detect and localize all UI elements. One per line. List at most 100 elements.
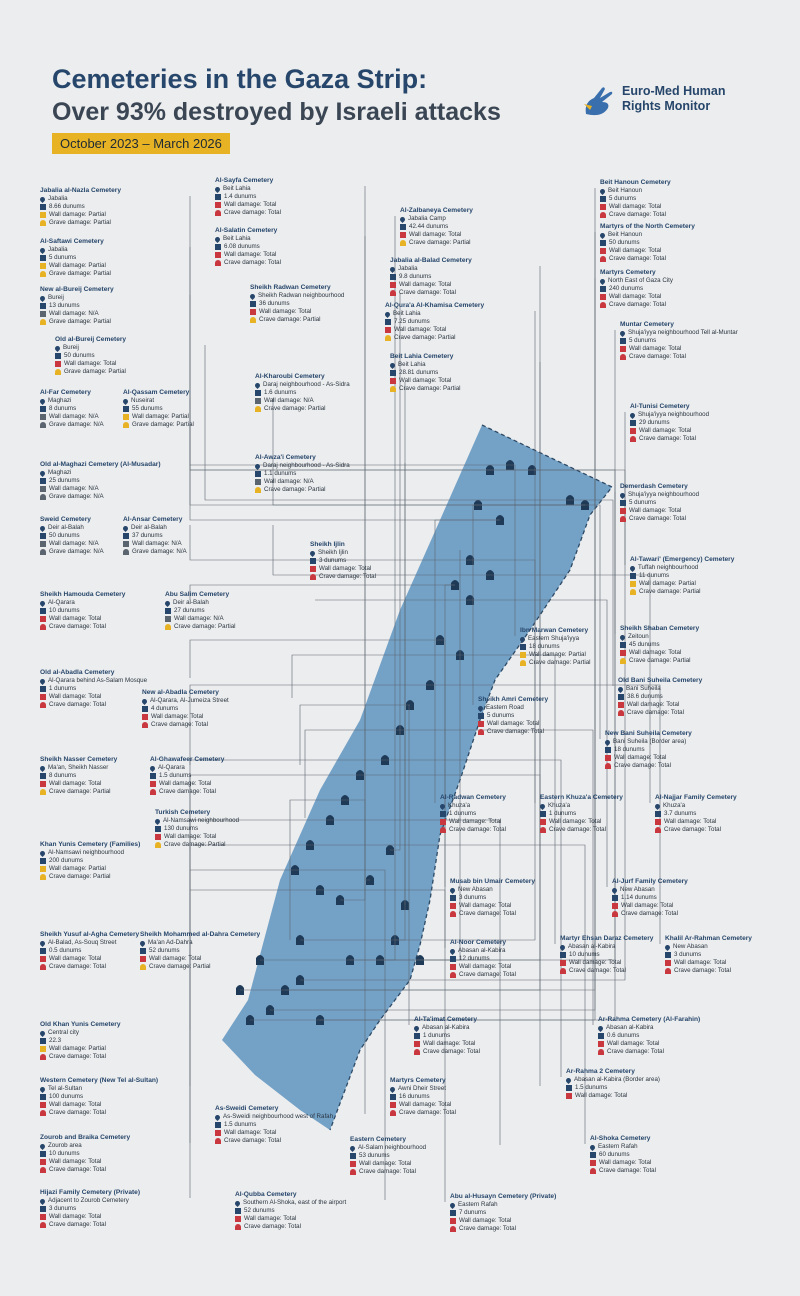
area-icon <box>140 948 146 954</box>
location-pin-icon <box>518 635 527 643</box>
grave-damage-icon <box>598 1049 604 1055</box>
location-pin-icon <box>38 849 47 857</box>
wall-damage: Wall damage: Total <box>224 251 277 258</box>
grave-damage: Crave damage: Partial <box>639 588 701 595</box>
wall-damage: Wall damage: Total <box>609 293 662 300</box>
cemetery-name: New al-Bureij Cemetery <box>40 286 114 293</box>
location-pin-icon <box>213 185 222 193</box>
grave-damage: Crave damage: Total <box>609 211 666 218</box>
cemetery-name: Al-Tunisi Cemetery <box>630 403 690 410</box>
cemetery-name: Al-Najjar Family Cemetery <box>655 794 737 801</box>
area-icon <box>600 196 606 202</box>
cemetery-location: Abasan al-Kabira <box>458 947 506 954</box>
area-icon <box>440 811 446 817</box>
cemetery-area: 18 dunums <box>614 746 645 753</box>
cemetery-label: Zourob and Braika Cemetery Zourob area 10 … <box>38 1133 130 1174</box>
grave-damage: Crave damage: Total <box>449 826 506 833</box>
cemetery-location: Shuja'iyya neighbourhood <box>628 491 700 498</box>
area-icon <box>450 956 456 962</box>
location-pin-icon <box>598 187 607 195</box>
cemetery-area: 36 dunums <box>259 300 290 307</box>
cemetery-location: Eastern Rafah <box>598 1143 638 1150</box>
leader-line <box>204 345 570 501</box>
grave-damage-icon <box>310 574 316 580</box>
cemetery-location: Central city <box>48 1029 79 1036</box>
wall-damage-icon <box>215 252 221 258</box>
area-icon <box>390 370 396 376</box>
cemetery-area: 9.8 dunums <box>399 273 432 280</box>
cemetery-location: Eastern Road <box>486 704 524 711</box>
location-pin-icon <box>398 215 407 223</box>
cemetery-area: 5 dunums <box>49 254 77 261</box>
wall-damage-icon <box>560 960 566 966</box>
location-pin-icon <box>38 1085 47 1093</box>
wall-damage: Wall damage: Total <box>629 345 682 352</box>
grave-damage: Crave damage: Partial <box>264 486 326 493</box>
location-pin-icon <box>616 685 625 693</box>
location-pin-icon <box>38 1142 47 1150</box>
cemetery-area: 37 dunums <box>132 532 163 539</box>
wall-damage-icon <box>620 346 626 352</box>
cemetery-name: Al-Ansar Cemetery <box>123 516 183 523</box>
cemetery-area: 7 dunums <box>459 1209 487 1216</box>
grave-damage-icon <box>40 789 46 795</box>
grave-damage-icon <box>390 290 396 296</box>
wall-damage: Wall damage: N/A <box>264 397 314 404</box>
cemetery-label: Musab bin Umair Cemetery New Abasan 3 dunu… <box>448 877 535 918</box>
grave-damage: Crave damage: Total <box>359 1168 416 1175</box>
grave-damage: Crave damage: Total <box>609 255 666 262</box>
grave-damage-icon <box>40 702 46 708</box>
wall-damage-icon <box>665 960 671 966</box>
area-icon <box>630 573 636 579</box>
cemetery-name: Ar-Rahma Cemetery (Al-Farahin) <box>598 1016 701 1023</box>
grave-damage: Crave damage: Total <box>674 967 731 974</box>
cemetery-label: Al-Sayfa Cemetery Beit Lahia 1.4 dunums Wal… <box>213 176 281 217</box>
area-icon <box>40 406 46 412</box>
location-pin-icon <box>121 524 130 532</box>
cemetery-label: Al-Jurf Family Cemetery New Abasan 1.14 du… <box>610 877 688 918</box>
leader-line <box>272 525 490 576</box>
cemetery-location: Ma'an, Sheikh Nasser <box>48 764 109 771</box>
area-icon <box>40 533 46 539</box>
grave-damage: Crave damage: Total <box>459 910 516 917</box>
cemetery-label: Al-Saftawi Cemetery Jabalia 5 dunums Wall d… <box>38 237 111 278</box>
cemetery-location: Tel al-Sultan <box>48 1085 83 1092</box>
cemetery-label: Sheikh Amri Cemetery Eastern Road 5 dunums… <box>476 695 549 736</box>
grave-damage: Crave damage: Total <box>319 573 376 580</box>
leader-line <box>295 869 386 1200</box>
leader-line <box>490 574 651 803</box>
grave-damage: Crave damage: Total <box>459 1225 516 1232</box>
wall-damage-icon <box>590 1160 596 1166</box>
cemetery-area: 1.6 dunums <box>264 389 297 396</box>
wall-damage-icon <box>40 694 46 700</box>
cemetery-area: 25 dunums <box>49 477 80 484</box>
cemetery-area: 10 dunums <box>49 1150 80 1157</box>
cemetery-name: Sheikh Radwan Cemetery <box>250 284 331 291</box>
grave-damage: Crave damage: Partial <box>49 788 111 795</box>
wall-damage-icon <box>390 282 396 288</box>
location-pin-icon <box>603 738 612 746</box>
location-pin-icon <box>138 939 147 947</box>
wall-damage-icon <box>150 781 156 787</box>
cemetery-name: Abu al-Husayn Cemetery (Private) <box>450 1193 557 1200</box>
grave-damage-icon <box>40 964 46 970</box>
grave-damage: Crave damage: Total <box>399 1109 456 1116</box>
dove-hand-icon <box>584 87 613 116</box>
cemetery-name: Sheikh Amri Cemetery <box>478 696 549 703</box>
date-range-badge: October 2023 – March 2026 <box>52 133 230 154</box>
grave-damage-icon <box>440 827 446 833</box>
wall-damage: Wall damage: Total <box>487 720 540 727</box>
location-pin-icon <box>388 265 397 273</box>
cemetery-location: Adjacent to Zourob Cemetery <box>48 1197 129 1204</box>
wall-damage: Wall damage: Total <box>629 649 682 656</box>
cemetery-label: Muntar Cemetery Shuja'iyya neighbourhood … <box>618 320 738 361</box>
wall-damage-icon <box>40 956 46 962</box>
grave-damage: Crave damage: Total <box>664 826 721 833</box>
grave-damage-icon <box>560 968 566 974</box>
cemetery-name: Ar-Rahma 2 Cemetery <box>566 1068 635 1075</box>
location-pin-icon <box>213 1113 222 1121</box>
location-pin-icon <box>148 764 157 772</box>
cemetery-name: New al-Abadla Cemetery <box>142 689 219 696</box>
wall-damage-icon <box>390 378 396 384</box>
wall-damage-icon <box>142 714 148 720</box>
